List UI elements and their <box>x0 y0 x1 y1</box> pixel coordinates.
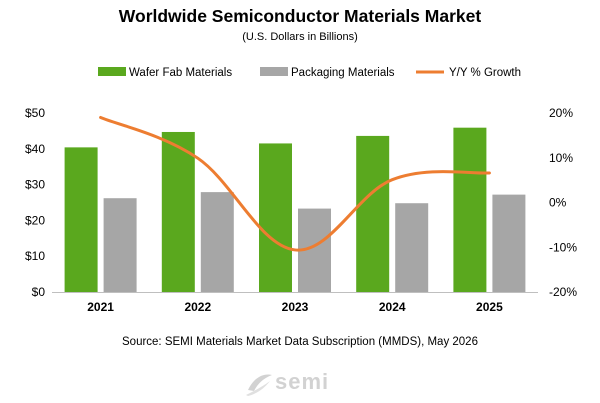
left-tick-label: $20 <box>25 213 45 227</box>
legend-label-0: Wafer Fab Materials <box>129 67 232 79</box>
growth-line <box>99 115 491 252</box>
right-tick-label: -20% <box>549 285 577 299</box>
right-tick-label: -10% <box>549 240 577 254</box>
chart-source: Source: SEMI Materials Market Data Subsc… <box>122 336 478 348</box>
right-tick-label: 0% <box>549 196 567 210</box>
bar-packaging-2024 <box>395 203 429 292</box>
legend-label-1: Packaging Materials <box>291 67 395 79</box>
left-tick-label: $40 <box>25 142 45 156</box>
bar-wafer-fab-2025 <box>453 127 487 292</box>
x-tick-label-2023: 2023 <box>282 300 309 314</box>
bar-packaging-2021 <box>103 198 137 292</box>
x-tick-label-2021: 2021 <box>87 300 114 314</box>
semi-logo: semi <box>244 369 354 397</box>
bar-packaging-2025 <box>492 194 526 292</box>
x-tick-label-2024: 2024 <box>379 300 406 314</box>
x-tick-label-2022: 2022 <box>184 300 211 314</box>
left-tick-label: $30 <box>25 178 45 192</box>
right-tick-label: 20% <box>549 106 573 120</box>
bar-wafer-fab-2021 <box>64 147 98 292</box>
right-tick-label: 10% <box>549 151 573 165</box>
legend-swatch-1 <box>260 67 288 76</box>
bar-wafer-fab-2022 <box>161 131 195 292</box>
chart-title: Worldwide Semiconductor Materials Market <box>118 6 482 26</box>
bar-wafer-fab-2024 <box>356 135 390 292</box>
legend-swatch-0 <box>98 67 126 76</box>
semi-logo-text: semi <box>275 369 330 394</box>
left-tick-label: $50 <box>25 106 45 120</box>
left-tick-label: $0 <box>32 285 46 299</box>
left-tick-label: $10 <box>25 249 45 263</box>
legend-label-2: Y/Y % Growth <box>449 67 521 79</box>
semi-logo-mark-icon <box>246 374 272 396</box>
x-tick-label-2025: 2025 <box>476 300 503 314</box>
bar-wafer-fab-2023 <box>259 143 292 292</box>
chart-subtitle: (U.S. Dollars in Billions) <box>242 31 358 43</box>
bar-packaging-2022 <box>200 192 234 292</box>
